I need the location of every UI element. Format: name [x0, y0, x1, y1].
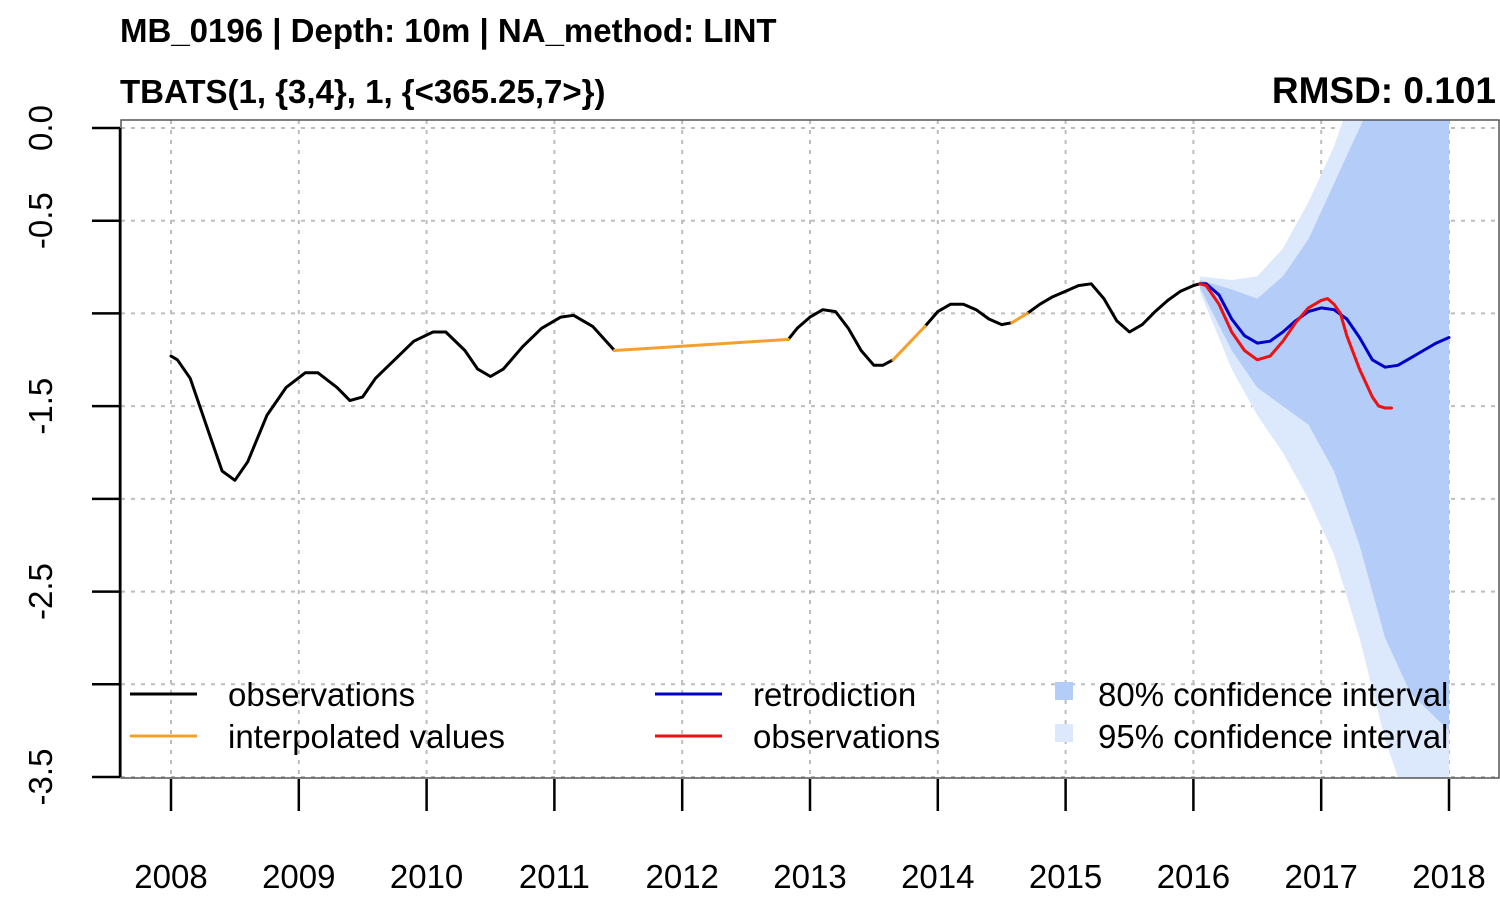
series-line-forecast-7 — [1198, 282, 1451, 369]
series-line-validation-8 — [1198, 282, 1393, 410]
x-tick-label: 2017 — [1284, 858, 1357, 895]
x-tick-label: 2015 — [1029, 858, 1102, 895]
legend-label: 80% confidence interval — [1098, 676, 1448, 713]
x-tick-label: 2014 — [901, 858, 974, 895]
y-axis: 0.0 -0.5 -1.5 -2.5 -3.5 — [22, 105, 122, 806]
legend-swatch-box — [1055, 682, 1073, 700]
y-tick-label: -3.5 — [22, 749, 59, 806]
y-tick-label: -0.5 — [22, 192, 59, 249]
x-axis: 2008 2009 2010 2011 2012 2013 2014 2015 2016 2017… — [134, 779, 1486, 895]
series-line-observed-1 — [786, 308, 895, 367]
series-line-interpolated-4 — [613, 337, 790, 352]
x-tick-label: 2010 — [390, 858, 463, 895]
x-tick-label: 2012 — [645, 858, 718, 895]
series-lines — [169, 282, 1451, 482]
y-tick-label: 0.0 — [22, 105, 59, 151]
legend-label: retrodiction — [753, 676, 916, 713]
chart-subtitle: TBATS(1, {3,4}, 1, {<365.25,7>}) — [120, 73, 605, 110]
confidence-bands — [1199, 120, 1449, 778]
legend-label: observations — [753, 718, 940, 755]
x-tick-label: 2018 — [1412, 858, 1485, 895]
legend: observations interpolated values retrodict… — [130, 676, 1448, 755]
y-tick-label: -1.5 — [22, 378, 59, 435]
legend-label: interpolated values — [228, 718, 505, 755]
series-line-interpolated-6 — [1010, 311, 1029, 325]
x-tick-label: 2016 — [1157, 858, 1230, 895]
series-line-observed-3 — [1025, 282, 1202, 334]
x-tick-label: 2013 — [773, 858, 846, 895]
confidence-band-80 — [1199, 120, 1449, 731]
x-tick-label: 2008 — [134, 858, 207, 895]
series-line-observed-2 — [923, 302, 1014, 328]
rmsd-label: RMSD: 0.101 — [1272, 70, 1496, 111]
series-line-observed-0 — [169, 313, 616, 482]
series-line-interpolated-5 — [891, 324, 927, 362]
y-tick-label: -2.5 — [22, 563, 59, 620]
x-tick-label: 2011 — [519, 858, 590, 895]
legend-swatch-box — [1055, 724, 1073, 742]
x-tick-label: 2009 — [262, 858, 335, 895]
chart-title: MB_0196 | Depth: 10m | NA_method: LINT — [120, 12, 777, 49]
legend-label: observations — [228, 676, 415, 713]
legend-label: 95% confidence interval — [1098, 718, 1448, 755]
